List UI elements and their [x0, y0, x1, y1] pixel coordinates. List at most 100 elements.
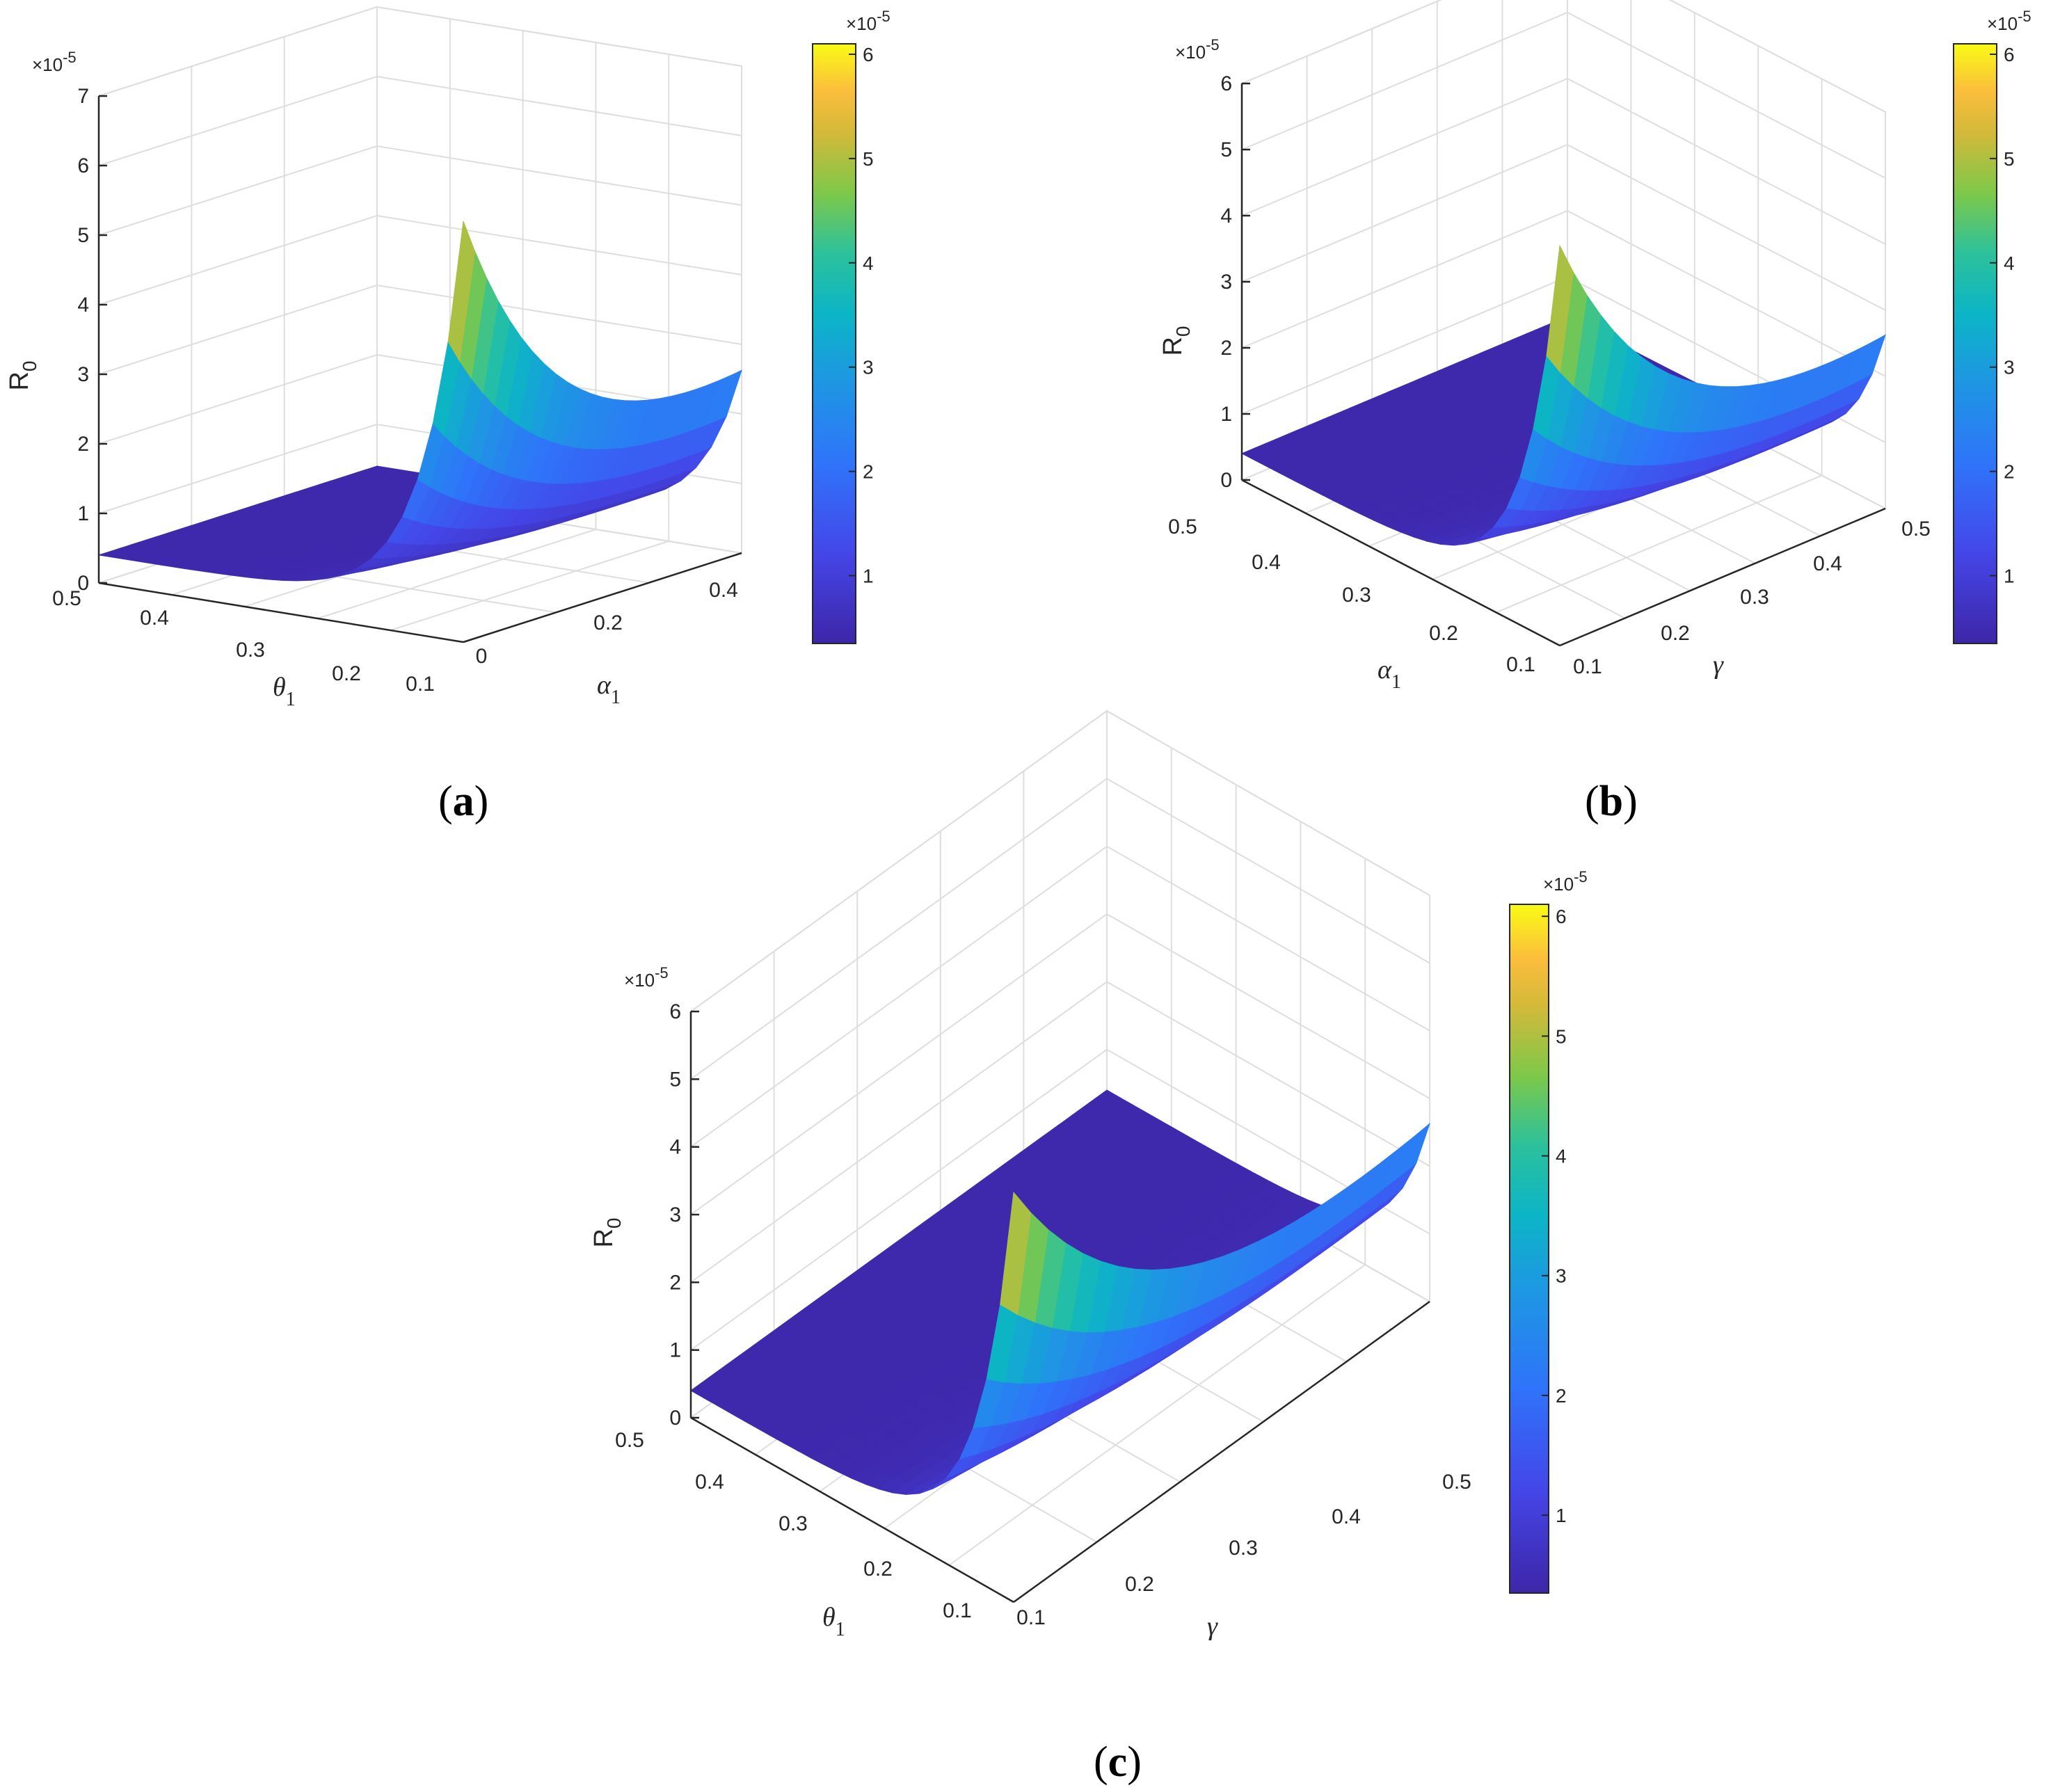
colorbar-bar — [1953, 43, 1997, 644]
x-tick-label: 0.5 — [52, 587, 81, 610]
z-tick-label: 7 — [77, 85, 89, 108]
grid-z-line — [98, 214, 742, 305]
colorbar-tick-label: 3 — [1556, 1265, 1567, 1287]
z-tick-label: 4 — [669, 1136, 681, 1159]
x-tick-label: 0.3 — [1342, 584, 1371, 607]
y-tick-label: 0.2 — [1125, 1573, 1154, 1596]
z-tick-label: 5 — [669, 1068, 681, 1091]
z-tick-label: 4 — [77, 294, 89, 317]
colorbar: 1 2 3 4 5 6 ×10-5 — [1953, 8, 2031, 644]
x-axis-line — [690, 1416, 1014, 1603]
z-axis-label: R0 — [589, 1217, 625, 1247]
grid-z-line — [98, 284, 742, 375]
y-ticks: 0 0.2 0.4 — [476, 579, 738, 668]
x-tick-label: 0.2 — [863, 1558, 893, 1581]
colorbar-tick-label: 5 — [2004, 148, 2015, 170]
y-tick-label: 0.4 — [1813, 552, 1842, 575]
y-tick-label: 0 — [476, 645, 488, 668]
y-tick-label: 0.4 — [1332, 1505, 1361, 1528]
x-tick-label: 0.2 — [332, 662, 361, 685]
grid-z-line — [690, 981, 1430, 1283]
z-exponent: ×10-5 — [32, 49, 77, 75]
y-axis-line — [1559, 507, 1886, 647]
grid-z-line — [690, 710, 1430, 1012]
z-ticks: 0 1 2 3 4 5 6 — [669, 1000, 699, 1430]
grid-floor-line — [390, 541, 669, 631]
z-tick-label: 5 — [1220, 138, 1232, 161]
panel-label-a: (a) — [438, 778, 488, 825]
z-tick-label: 2 — [669, 1271, 681, 1294]
colorbar-tick-label: 4 — [863, 253, 874, 274]
grid-floor-line — [1496, 474, 1822, 614]
z-tick-label: 6 — [77, 154, 89, 177]
grid-floor-line — [948, 1264, 1366, 1566]
y-axis-label: γ — [1713, 650, 1724, 680]
colorbar-tick-label: 4 — [1556, 1146, 1567, 1167]
grid-z-line — [690, 1048, 1430, 1351]
grid-z-line — [98, 6, 742, 97]
grid-z-line — [1241, 0, 1886, 113]
y-tick-label: 0.4 — [709, 579, 738, 602]
z-exponent: ×10-5 — [624, 964, 669, 991]
x-tick-label: 0.4 — [140, 607, 169, 630]
x-ticks: 0.5 0.4 0.3 0.2 0.1 — [52, 587, 435, 696]
y-tick-label: 0.1 — [1016, 1606, 1046, 1629]
grid-z-line — [98, 75, 742, 166]
y-ticks: 0.1 0.2 0.3 0.4 0.5 — [1016, 1471, 1471, 1629]
grid-z-line — [690, 845, 1430, 1148]
grid-z-line — [1241, 11, 1886, 179]
surface-patch — [1000, 1191, 1032, 1315]
colorbar: 1 2 3 4 5 6 ×10-5 — [1509, 868, 1588, 1594]
x-ticks: 0.5 0.4 0.3 0.2 0.1 — [1168, 515, 1535, 676]
z-tick-label: 2 — [1220, 337, 1232, 360]
z-axis-label: R0 — [5, 360, 40, 390]
y-axis-label: α1 — [597, 671, 621, 708]
colorbar-tick-label: 3 — [863, 357, 874, 378]
x-tick-label: 0.4 — [1252, 551, 1281, 574]
z-tick-label: 1 — [669, 1339, 681, 1362]
z-tick-label: 3 — [669, 1203, 681, 1226]
z-exponent: ×10-5 — [1175, 36, 1220, 63]
z-ticks: 0 1 2 3 4 5 6 7 — [77, 85, 107, 595]
colorbar-tick-label: 4 — [2004, 253, 2015, 274]
grid-z-line — [1241, 209, 1886, 377]
z-tick-label: 3 — [77, 363, 89, 386]
x-tick-label: 0.1 — [943, 1599, 972, 1622]
x-tick-label: 0.5 — [1168, 515, 1197, 538]
colorbar-tick-label: 6 — [2004, 44, 2015, 65]
colorbar-tick-label: 1 — [2004, 566, 2015, 587]
y-tick-label: 0.5 — [1442, 1471, 1471, 1494]
x-axis-label: θ1 — [273, 673, 296, 710]
surface — [1240, 244, 1886, 546]
y-ticks: 0.1 0.2 0.3 0.4 0.5 — [1573, 518, 1931, 678]
panel-label-c: (c) — [1094, 1738, 1142, 1786]
colorbar-tick-label: 1 — [863, 566, 874, 587]
grid-floor-line — [317, 529, 596, 619]
colorbar-tick-label: 2 — [1556, 1385, 1567, 1407]
z-tick-label: 6 — [669, 1000, 681, 1023]
colorbar-exponent: ×10-5 — [1543, 868, 1588, 895]
axes — [97, 96, 742, 643]
z-tick-label: 1 — [77, 502, 89, 525]
grid-z-line — [1241, 143, 1886, 311]
colorbar-exponent: ×10-5 — [846, 8, 891, 34]
z-tick-label: 0 — [1220, 469, 1232, 492]
y-axis-line — [463, 552, 742, 643]
x-axis-line — [1241, 479, 1560, 647]
x-tick-label: 0.1 — [406, 673, 435, 696]
x-tick-label: 0.1 — [1506, 653, 1535, 676]
colorbar-tick-label: 2 — [2004, 461, 2015, 483]
surface-patch — [447, 221, 476, 362]
x-tick-label: 0.2 — [1429, 622, 1458, 645]
z-tick-label: 0 — [669, 1407, 681, 1430]
grid-z-line — [98, 145, 742, 236]
colorbar-bar — [812, 43, 856, 644]
x-axis-label: θ1 — [822, 1603, 845, 1640]
colorbar-tick-label: 1 — [1556, 1505, 1567, 1526]
colorbar-tick-label: 6 — [1556, 906, 1567, 927]
x-tick-label: 0.5 — [615, 1429, 644, 1452]
x-axis-line — [98, 582, 464, 643]
x-axis-label: α1 — [1378, 655, 1401, 693]
z-tick-label: 3 — [1220, 271, 1232, 294]
